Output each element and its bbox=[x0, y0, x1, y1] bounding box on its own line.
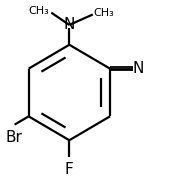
Text: F: F bbox=[65, 162, 74, 177]
Text: N: N bbox=[132, 61, 144, 76]
Text: N: N bbox=[64, 17, 75, 32]
Text: CH₃: CH₃ bbox=[28, 6, 49, 16]
Text: CH₃: CH₃ bbox=[94, 8, 114, 18]
Text: Br: Br bbox=[5, 130, 22, 145]
